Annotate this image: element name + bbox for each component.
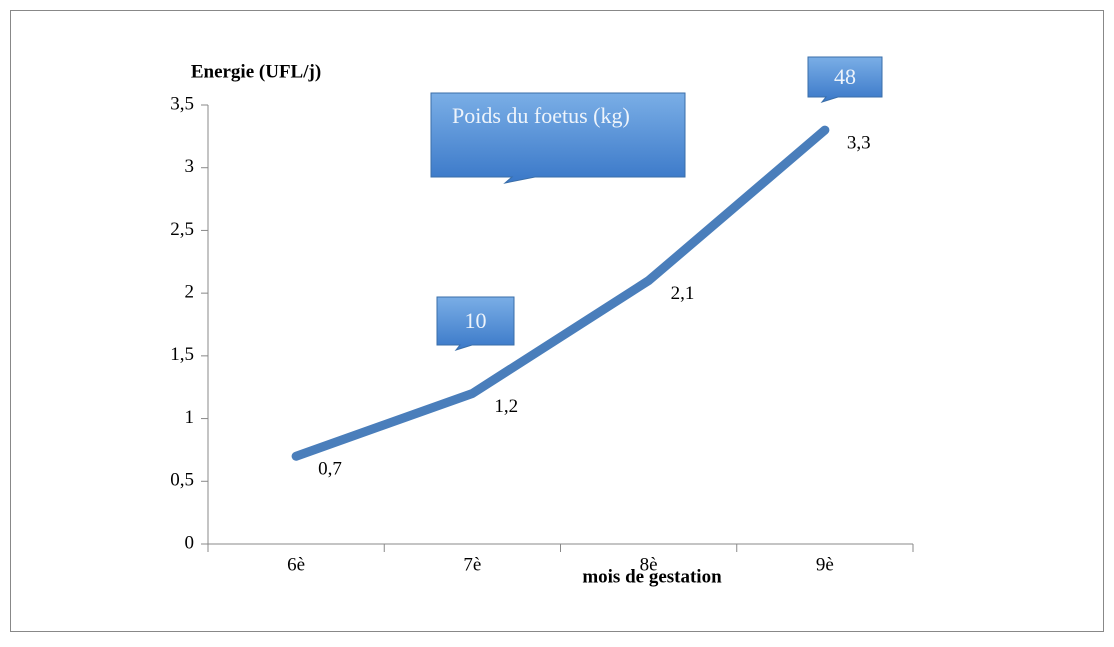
x-axis-title: mois de gestation — [582, 566, 722, 587]
x-tick-label: 9è — [816, 554, 834, 575]
callout — [436, 296, 515, 351]
y-tick-label: 3,5 — [170, 93, 194, 114]
y-axis-title: Energie (UFL/j) — [191, 61, 321, 82]
data-label: 0,7 — [318, 459, 342, 480]
y-tick-label: 0,5 — [170, 470, 194, 491]
x-tick-label: 8è — [640, 554, 658, 575]
data-label: 2,1 — [671, 283, 695, 304]
callout-text: Poids du foetus (kg) — [452, 103, 630, 128]
y-tick-label: 1,5 — [170, 344, 194, 365]
y-tick-label: 0 — [185, 532, 195, 553]
callout — [430, 92, 686, 184]
data-label: 1,2 — [494, 396, 518, 417]
callout-text: 10 — [464, 308, 487, 333]
y-tick-label: 2 — [185, 282, 195, 303]
x-tick-label: 6è — [287, 554, 305, 575]
data-label: 3,3 — [847, 132, 871, 153]
callout-text: 48 — [834, 64, 856, 89]
y-tick-label: 1 — [185, 407, 195, 428]
y-tick-label: 2,5 — [170, 219, 194, 240]
x-tick-label: 7è — [463, 554, 481, 575]
y-tick-label: 3 — [185, 156, 195, 177]
line — [291, 125, 830, 461]
callout — [807, 56, 883, 103]
